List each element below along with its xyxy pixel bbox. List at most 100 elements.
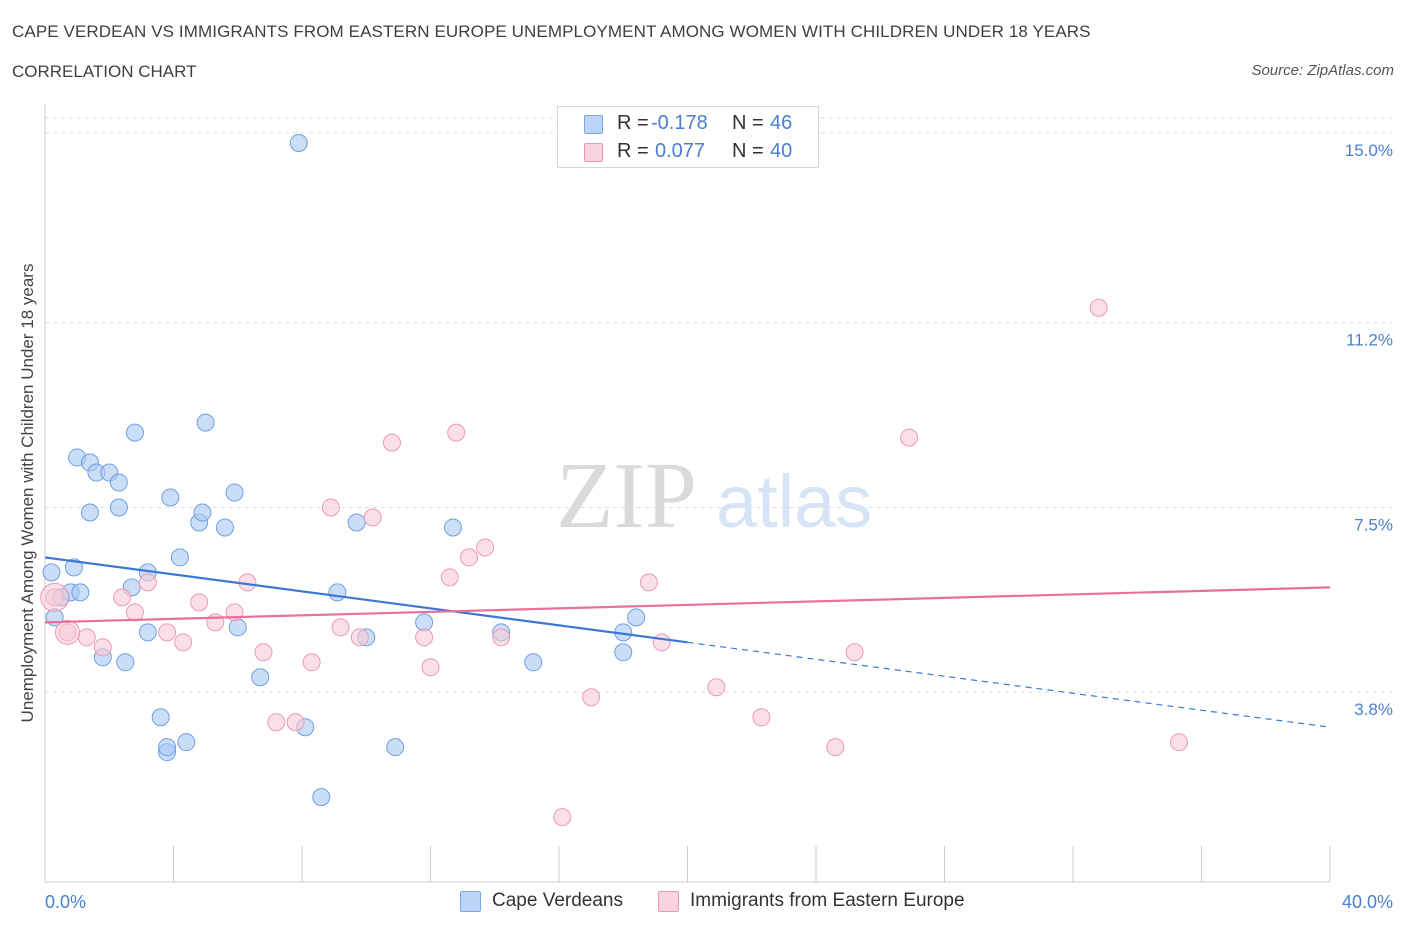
- point-eastern-europe: [321, 498, 340, 517]
- legend-swatch-pink: [658, 891, 679, 912]
- chart-subtitle: CORRELATION CHART: [12, 62, 197, 81]
- stats-box: R = -0.178 N = 46 R = 0.077 N = 40: [557, 106, 819, 168]
- stats-n-value: 46: [770, 112, 793, 134]
- stats-r-label: R =: [617, 140, 649, 162]
- legend-swatch-blue: [460, 891, 481, 912]
- point-eastern-europe: [350, 628, 369, 647]
- grid-lines: [45, 117, 1392, 693]
- point-eastern-europe: [826, 738, 845, 757]
- point-cape-verdean: [386, 738, 405, 757]
- point-cape-verdean: [228, 618, 247, 637]
- watermark-zip: ZIP: [556, 444, 697, 548]
- chart-title: CAPE VERDEAN VS IMMIGRANTS FROM EASTERN …: [12, 22, 1091, 41]
- point-eastern-europe: [421, 658, 440, 677]
- point-eastern-europe: [707, 678, 726, 697]
- point-eastern-europe: [582, 688, 601, 707]
- point-cape-verdean: [312, 788, 331, 807]
- point-cape-verdean: [125, 423, 144, 442]
- point-eastern-europe: [900, 428, 919, 447]
- point-eastern-europe: [363, 508, 382, 527]
- point-cape-verdean: [138, 623, 157, 642]
- point-eastern-europe: [447, 423, 466, 442]
- point-cape-verdean: [109, 473, 128, 492]
- y-axis-label: Unemployment Among Women with Children U…: [18, 264, 37, 723]
- y-tick-label: 3.8%: [1354, 700, 1393, 719]
- point-eastern-europe: [158, 623, 177, 642]
- point-cape-verdean: [328, 583, 347, 602]
- point-eastern-europe: [206, 613, 225, 632]
- stats-swatch-pink: [584, 143, 603, 162]
- point-eastern-europe: [138, 573, 157, 592]
- tick-labels: 3.8% 7.5% 11.2% 15.0% 0.0% 40.0%: [45, 141, 1393, 912]
- point-eastern-europe: [476, 538, 495, 557]
- stats-r-value: -0.178: [651, 112, 708, 134]
- point-cape-verdean: [225, 483, 244, 502]
- point-cape-verdean: [151, 708, 170, 727]
- point-cape-verdean: [193, 503, 212, 522]
- point-eastern-europe: [254, 643, 273, 662]
- point-eastern-europe: [190, 593, 209, 612]
- point-eastern-europe: [1089, 298, 1108, 317]
- point-eastern-europe: [93, 638, 112, 657]
- point-eastern-europe: [752, 708, 771, 727]
- point-cape-verdean: [196, 413, 215, 432]
- point-eastern-europe: [440, 568, 459, 587]
- point-cape-verdean: [109, 498, 128, 517]
- axes: [44, 104, 1331, 883]
- point-cape-verdean: [251, 668, 270, 687]
- point-cape-verdean: [443, 518, 462, 537]
- point-eastern-europe: [267, 713, 286, 732]
- stats-n-label: N =: [732, 140, 764, 162]
- trend-line-eastern-europe: [44, 586, 1331, 624]
- point-cape-verdean: [161, 488, 180, 507]
- point-eastern-europe: [553, 808, 572, 827]
- source-label: Source: ZipAtlas.com: [1251, 62, 1394, 79]
- point-cape-verdean: [71, 583, 90, 602]
- point-cape-verdean: [80, 503, 99, 522]
- stats-n-label: N =: [732, 112, 764, 134]
- point-cape-verdean: [177, 733, 196, 752]
- point-cape-verdean: [116, 653, 135, 672]
- point-cape-verdean: [158, 738, 177, 757]
- point-cape-verdean: [524, 653, 543, 672]
- point-cape-verdean: [415, 613, 434, 632]
- stats-r-label: R =: [617, 112, 649, 134]
- y-tick-label: 7.5%: [1354, 515, 1393, 534]
- x-tick-label: 40.0%: [1342, 892, 1393, 912]
- point-eastern-europe: [652, 633, 671, 652]
- y-tick-label: 11.2%: [1346, 331, 1393, 350]
- stats-n-value: 40: [770, 140, 793, 162]
- y-tick-label: 15.0%: [1345, 141, 1393, 160]
- point-eastern-europe: [331, 618, 350, 637]
- point-cape-verdean: [215, 518, 234, 537]
- point-cape-verdean: [170, 548, 189, 567]
- point-cape-verdean: [42, 563, 61, 582]
- point-eastern-europe: [845, 643, 864, 662]
- point-eastern-europe: [302, 653, 321, 672]
- point-eastern-europe: [1170, 733, 1189, 752]
- legend-label: Immigrants from Eastern Europe: [690, 890, 965, 911]
- x-tick-label: 0.0%: [45, 892, 86, 912]
- point-eastern-europe: [286, 713, 305, 732]
- point-cape-verdean: [347, 513, 366, 532]
- point-cape-verdean: [614, 643, 633, 662]
- trend-line-cape-verdeans-projection: [687, 641, 1331, 728]
- stats-r-value: 0.077: [655, 140, 706, 162]
- trend-lines: [44, 556, 1331, 728]
- point-eastern-europe: [460, 548, 479, 567]
- point-eastern-europe-large: [54, 619, 80, 645]
- point-eastern-europe: [77, 628, 96, 647]
- watermark-atlas: atlas: [716, 460, 872, 543]
- point-eastern-europe: [639, 573, 658, 592]
- point-eastern-europe: [174, 633, 193, 652]
- legend-label: Cape Verdeans: [492, 890, 623, 911]
- point-eastern-europe-large: [40, 582, 70, 612]
- stats-swatch-blue: [584, 115, 603, 134]
- point-eastern-europe: [113, 588, 132, 607]
- point-eastern-europe: [125, 603, 144, 622]
- point-cape-verdean: [627, 608, 646, 627]
- point-eastern-europe: [382, 433, 401, 452]
- trend-line-cape-verdeans: [44, 556, 688, 644]
- point-cape-verdean: [64, 558, 83, 577]
